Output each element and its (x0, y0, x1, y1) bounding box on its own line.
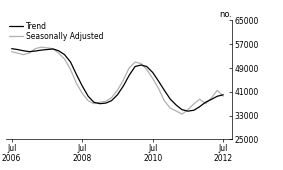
Trend (57, 50, 60, 52)
Trend (39, 49, 43, 51)
Legend: Trend, Seasonally Adjusted: Trend, Seasonally Adjusted (9, 22, 104, 41)
Seasonally Adjusted (216, 89, 219, 91)
Seasonally Adjusted (39, 46, 43, 48)
Trend (104, 102, 108, 104)
Seasonally Adjusted (204, 103, 207, 105)
Trend (10, 48, 13, 50)
Seasonally Adjusted (210, 97, 213, 99)
Trend (186, 110, 190, 112)
Seasonally Adjusted (116, 89, 119, 91)
Seasonally Adjusted (34, 48, 37, 50)
Line: Trend: Trend (12, 49, 223, 111)
Trend (27, 51, 31, 53)
Seasonally Adjusted (92, 103, 96, 105)
Trend (63, 54, 66, 56)
Seasonally Adjusted (151, 77, 155, 79)
Seasonally Adjusted (145, 69, 148, 71)
Seasonally Adjusted (180, 113, 184, 115)
Trend (180, 109, 184, 111)
Trend (140, 64, 143, 66)
Seasonally Adjusted (98, 101, 102, 103)
Trend (157, 80, 160, 82)
Seasonally Adjusted (45, 47, 49, 49)
Trend (110, 100, 113, 102)
Trend (175, 104, 178, 106)
Text: no.: no. (219, 10, 232, 19)
Trend (98, 103, 102, 105)
Seasonally Adjusted (74, 82, 78, 84)
Seasonally Adjusted (122, 79, 125, 81)
Seasonally Adjusted (10, 51, 13, 53)
Trend (127, 74, 131, 76)
Trend (163, 89, 166, 91)
Trend (69, 61, 72, 63)
Trend (45, 48, 49, 50)
Seasonally Adjusted (104, 100, 108, 102)
Trend (192, 109, 196, 111)
Trend (210, 98, 213, 100)
Seasonally Adjusted (157, 88, 160, 90)
Seasonally Adjusted (186, 109, 190, 111)
Seasonally Adjusted (169, 107, 172, 109)
Trend (92, 101, 96, 103)
Trend (145, 65, 148, 67)
Trend (133, 65, 137, 67)
Seasonally Adjusted (192, 103, 196, 105)
Trend (122, 85, 125, 87)
Seasonally Adjusted (127, 67, 131, 69)
Seasonally Adjusted (222, 95, 225, 97)
Seasonally Adjusted (80, 92, 84, 94)
Trend (34, 50, 37, 52)
Seasonally Adjusted (175, 110, 178, 112)
Trend (116, 94, 119, 96)
Seasonally Adjusted (51, 48, 55, 50)
Seasonally Adjusted (163, 100, 166, 102)
Trend (222, 94, 225, 96)
Seasonally Adjusted (63, 58, 66, 60)
Seasonally Adjusted (140, 63, 143, 65)
Trend (51, 48, 55, 50)
Trend (80, 85, 84, 87)
Seasonally Adjusted (69, 69, 72, 71)
Seasonally Adjusted (110, 97, 113, 99)
Trend (216, 95, 219, 97)
Seasonally Adjusted (16, 52, 19, 54)
Trend (204, 101, 207, 103)
Trend (198, 106, 201, 108)
Seasonally Adjusted (22, 54, 25, 56)
Trend (22, 50, 25, 52)
Trend (87, 95, 90, 97)
Trend (74, 73, 78, 75)
Line: Seasonally Adjusted: Seasonally Adjusted (12, 47, 223, 114)
Seasonally Adjusted (87, 100, 90, 102)
Seasonally Adjusted (57, 52, 60, 54)
Seasonally Adjusted (198, 98, 201, 100)
Trend (151, 71, 155, 73)
Seasonally Adjusted (133, 61, 137, 63)
Seasonally Adjusted (27, 52, 31, 54)
Trend (169, 98, 172, 100)
Trend (16, 48, 19, 50)
